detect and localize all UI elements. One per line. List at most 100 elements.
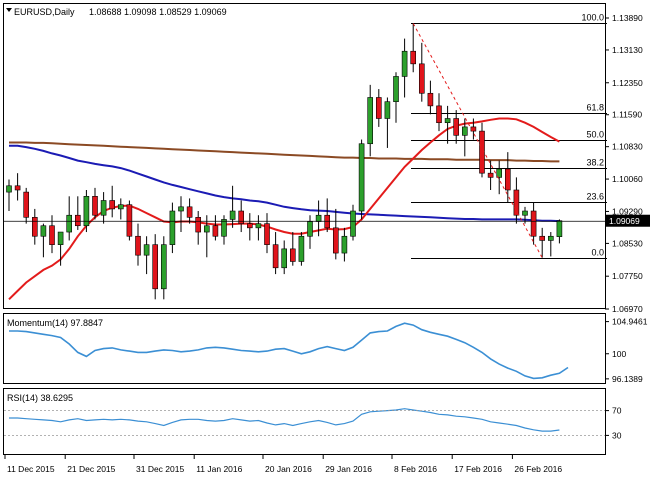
bullish-candle-body (221, 219, 227, 237)
candle (66, 196, 72, 241)
bearish-candle-body (135, 235, 141, 256)
candle (487, 160, 494, 190)
collapse-triangle-icon (6, 8, 12, 12)
price-tick-label: 1.06970 (612, 304, 643, 314)
fib-trend-line (412, 23, 543, 258)
rsi-tick-label: 70 (612, 406, 622, 416)
candle (204, 215, 210, 258)
fib-level-label: 23.6 (586, 192, 604, 202)
momentum-tick-label: 96.1389 (612, 374, 643, 384)
candle (14, 173, 21, 201)
candle (247, 213, 253, 241)
bearish-candle-body (427, 92, 434, 107)
candle (298, 232, 305, 266)
candle (522, 206, 528, 224)
bullish-candle-body (522, 210, 528, 216)
candle (229, 185, 236, 228)
bullish-candle-body (6, 185, 12, 193)
candle (375, 89, 382, 127)
candle (401, 38, 408, 98)
candle (186, 198, 193, 224)
candle (83, 189, 90, 233)
chart-header: EURUSD,Daily 1.08688 1.09098 1.08529 1.0… (6, 7, 227, 17)
date-tick-label: 8 Feb 2016 (394, 464, 437, 474)
fib-level-label: 38.2 (586, 158, 604, 168)
candle (6, 179, 12, 212)
candle (23, 187, 30, 224)
candle (118, 198, 124, 220)
candle (289, 232, 296, 266)
bullish-candle-body (315, 214, 322, 222)
candle (169, 202, 176, 254)
bearish-candle-body (375, 97, 382, 119)
bullish-candle-body (281, 248, 288, 269)
bearish-candle-body (126, 204, 133, 237)
candle (272, 232, 279, 275)
bullish-candle-body (255, 223, 262, 229)
bullish-candle-body (169, 210, 176, 245)
candle (358, 139, 365, 220)
candle (479, 122, 485, 178)
rsi-tick-label: 30 (612, 430, 622, 440)
fib-level-label: 61.8 (586, 103, 604, 113)
bearish-candle-body (436, 105, 442, 124)
price-tick-label: 1.13890 (612, 13, 643, 23)
sma-slow-line (9, 141, 560, 163)
bullish-candle-body (496, 168, 503, 178)
bullish-candle-body (40, 225, 47, 237)
price-tick-label: 1.09290 (612, 206, 643, 216)
bearish-candle-body (289, 248, 296, 262)
bullish-candle-body (57, 231, 64, 245)
sma-mid-line (9, 144, 560, 223)
candle (332, 208, 339, 260)
bullish-candle-body (83, 196, 90, 227)
bullish-candle-body (143, 244, 150, 256)
rsi-line (9, 408, 560, 432)
bearish-candle-body (75, 214, 81, 227)
price-tick-label: 1.07750 (612, 271, 643, 281)
fib-level-label: 0.0 (591, 248, 604, 258)
price-tick-label: 1.11590 (612, 110, 642, 120)
bullish-candle-body (298, 235, 305, 262)
bearish-candle-body (152, 244, 158, 290)
candle (513, 177, 520, 224)
candle (427, 80, 434, 115)
candle (100, 192, 107, 224)
bearish-candle-body (332, 227, 339, 254)
bearish-candle-body (513, 189, 520, 216)
fib-level-label: 100.0 (581, 13, 604, 23)
date-tick-label: 26 Feb 2016 (514, 464, 562, 474)
bearish-candle-body (23, 191, 30, 218)
bearish-candle-body (487, 172, 494, 178)
moving-averages (8, 117, 560, 301)
bullish-candle-body (350, 210, 356, 237)
rsi-panel (3, 388, 606, 455)
candle (135, 223, 141, 266)
bullish-candle-body (384, 101, 391, 119)
date-tick-label: 20 Jan 2016 (265, 464, 312, 474)
candle (547, 232, 554, 257)
price-tick-label: 1.10830 (612, 142, 643, 152)
candle (40, 223, 47, 258)
bullish-candle-body (393, 76, 399, 102)
bullish-candle-body (204, 225, 210, 233)
current-price-badge (606, 214, 650, 227)
bullish-candle-body (358, 143, 365, 212)
bullish-candle-body (461, 126, 468, 136)
ohlc-readout: 1.08688 1.09098 1.08529 1.09069 (89, 7, 227, 17)
date-tick-label: 31 Dec 2015 (136, 464, 184, 474)
candle (152, 234, 158, 300)
bearish-candle-body (453, 118, 460, 136)
candle (126, 200, 133, 241)
bullish-candle-body (161, 244, 167, 290)
candle (418, 42, 425, 102)
price-tick-label: 1.12350 (612, 78, 643, 88)
bearish-candle-body (479, 130, 485, 174)
candle (178, 196, 184, 233)
bearish-candle-body (14, 185, 21, 191)
candle (504, 152, 511, 203)
bearish-candle-body (109, 200, 115, 210)
date-tick-label: 21 Dec 2015 (67, 464, 115, 474)
candle (212, 215, 219, 241)
